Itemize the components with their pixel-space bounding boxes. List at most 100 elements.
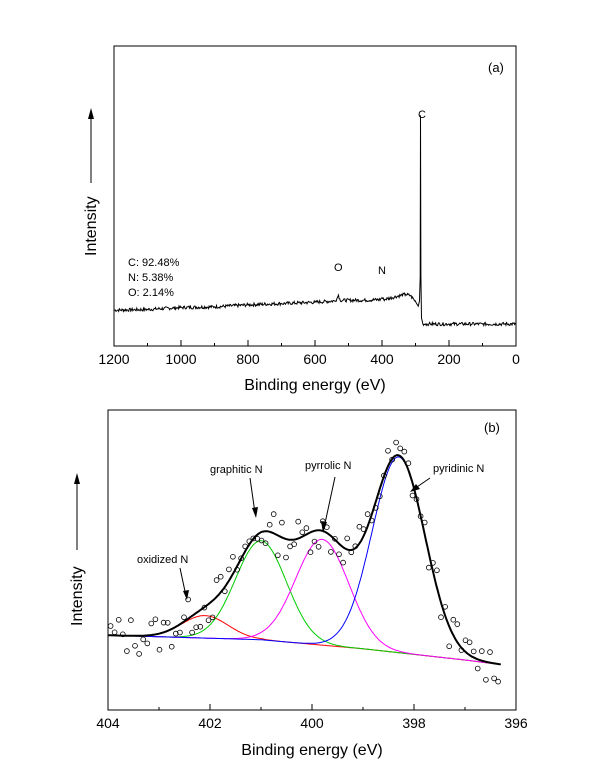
data-point: [205, 617, 212, 624]
peak-label-o: O: [334, 262, 343, 274]
data-point: [397, 445, 404, 452]
data-point: [177, 629, 183, 636]
annotation-oxidized-n: oxidized N: [137, 554, 188, 566]
panel-b-xlabel: Binding energy (eV): [241, 742, 382, 759]
data-point: [336, 551, 342, 558]
data-point: [372, 505, 379, 511]
data-point: [295, 518, 302, 525]
data-point: [115, 616, 122, 623]
annotation-graphitic-n: graphitic N: [210, 464, 263, 476]
data-point: [266, 521, 273, 528]
data-point: [364, 511, 371, 517]
panel-a-x-tick-labels: 1200 1000 800 600 400 200 0: [98, 351, 520, 367]
panel-b-x-tick-labels: 404 402 400 398 396: [96, 715, 528, 731]
data-point: [246, 538, 253, 545]
data-point: [193, 624, 200, 631]
data-point: [222, 588, 228, 595]
data-point: [111, 629, 118, 636]
data-point: [274, 552, 281, 559]
composition-nitrogen: N: 5.38%: [128, 272, 173, 284]
annotation-pyridinic-n: pyridinic N: [433, 463, 484, 475]
panel-b-label: (b): [484, 420, 500, 435]
peak-label-n: N: [378, 265, 386, 277]
panel-b-tick-label: 398: [402, 715, 426, 731]
data-point: [344, 535, 351, 542]
data-point: [360, 526, 367, 532]
data-point: [458, 647, 465, 653]
panel-b-tick-label: 396: [504, 715, 528, 731]
data-point: [140, 636, 147, 643]
data-point: [209, 614, 216, 621]
panel-a-xlabel: Binding energy (eV): [244, 377, 385, 394]
panel-b-tick-label: 400: [300, 715, 324, 731]
data-point: [148, 620, 155, 627]
data-point: [470, 648, 477, 655]
data-point: [413, 496, 420, 503]
annotation-pyrrolic-n-arrow: [323, 476, 336, 529]
data-point: [258, 537, 265, 544]
panel-a-tick-label: 400: [370, 351, 394, 367]
annotation-pyrrolic-n-arrowhead: [321, 521, 327, 533]
data-point: [495, 678, 501, 685]
data-point: [144, 640, 151, 647]
data-point: [152, 616, 159, 623]
panel-a-ylabel: Intensity: [83, 196, 100, 256]
data-point: [340, 559, 346, 566]
data-point: [307, 549, 314, 555]
data-point: [250, 535, 257, 542]
data-point: [434, 567, 440, 574]
data-point: [283, 554, 289, 561]
data-point: [478, 648, 485, 654]
data-point: [303, 525, 310, 531]
data-point: [107, 623, 114, 629]
data-point: [328, 549, 334, 555]
data-point: [311, 538, 318, 545]
panel-a-frame: [113, 45, 517, 347]
data-point: [189, 629, 195, 636]
data-point: [442, 603, 448, 610]
panel-b-tick-label: 404: [96, 715, 120, 731]
data-point: [368, 517, 375, 524]
data-point: [168, 643, 175, 650]
data-point: [128, 617, 134, 623]
data-point: [270, 511, 277, 517]
data-point: [393, 439, 399, 446]
data-point: [217, 573, 224, 580]
annotation-pyridinic-n-arrowhead: [410, 484, 420, 492]
data-point: [381, 472, 387, 479]
data-point: [173, 630, 179, 637]
data-point: [491, 675, 497, 682]
data-point: [234, 566, 240, 573]
data-point: [160, 619, 167, 626]
data-point: [483, 676, 489, 683]
data-point: [425, 564, 432, 571]
panel-a-tick-label: 800: [236, 351, 260, 367]
panel-a-x-ticks: [113, 340, 517, 346]
data-point: [124, 648, 130, 654]
data-point: [185, 596, 191, 603]
data-point: [421, 519, 428, 526]
peak-label-c: C: [418, 109, 426, 121]
data-point: [181, 614, 187, 621]
data-point: [438, 614, 444, 620]
panel-b-tick-label: 402: [198, 715, 222, 731]
data-point: [226, 566, 232, 573]
panel-a-tick-label: 1000: [165, 351, 196, 367]
data-point: [197, 623, 204, 630]
data-point: [376, 493, 383, 500]
data-point: [136, 651, 142, 657]
data-point: [156, 646, 163, 653]
panel-b-ylabel: Intensity: [69, 566, 86, 626]
data-point: [466, 639, 473, 646]
data-point: [446, 643, 453, 650]
panel-b-x-ticks: [107, 704, 517, 710]
panel-b-fit-envelope: [107, 454, 501, 666]
data-point: [401, 448, 408, 455]
annotation-pyrrolic-n: pyrrolic N: [305, 460, 352, 472]
panel-b-data-points: [107, 439, 501, 685]
composition-carbon: C: 92.48%: [128, 257, 180, 269]
data-point: [213, 577, 220, 583]
annotation-graphitic-n-arrow: [249, 477, 256, 514]
data-point: [230, 553, 236, 560]
